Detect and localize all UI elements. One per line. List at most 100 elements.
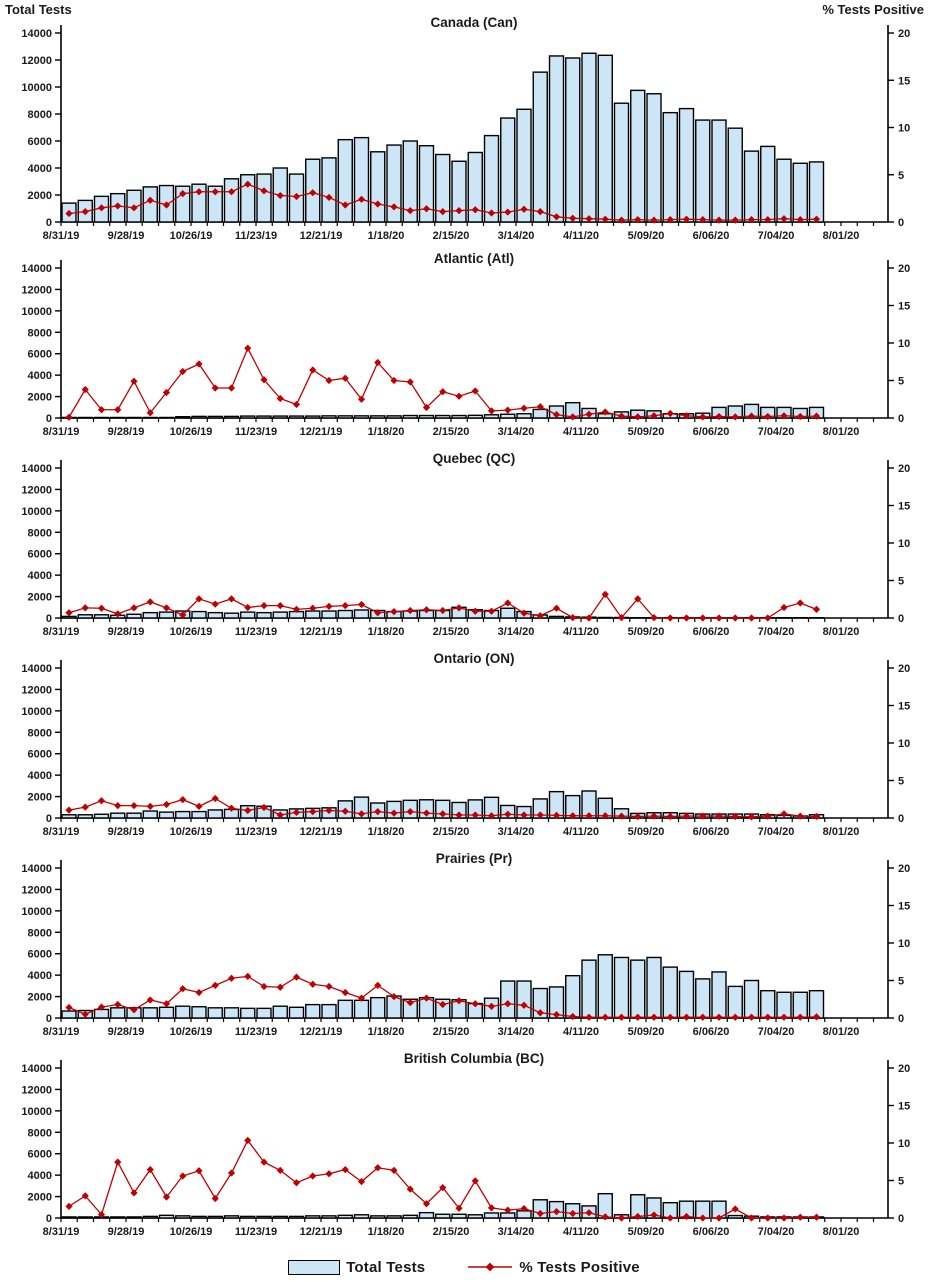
svg-text:14000: 14000 [21,463,52,475]
svg-text:10: 10 [898,123,910,135]
svg-text:0: 0 [46,217,52,229]
svg-text:5: 5 [898,776,904,788]
svg-text:2000: 2000 [28,392,52,404]
svg-text:9/28/19: 9/28/19 [108,626,145,638]
chart-legend: Total Tests % Tests Positive [0,1248,928,1286]
svg-text:6/06/20: 6/06/20 [693,1226,730,1238]
svg-text:15: 15 [898,901,910,913]
svg-text:8/01/20: 8/01/20 [823,626,860,638]
svg-text:6000: 6000 [28,549,52,561]
svg-text:1/18/20: 1/18/20 [368,626,405,638]
svg-text:4/11/20: 4/11/20 [563,1226,599,1238]
svg-text:5/09/20: 5/09/20 [628,626,665,638]
svg-text:4000: 4000 [28,570,52,582]
svg-text:8/31/19: 8/31/19 [43,626,80,638]
svg-text:4000: 4000 [28,970,52,982]
svg-text:1/18/20: 1/18/20 [368,230,405,242]
svg-text:2/15/20: 2/15/20 [433,1026,470,1038]
svg-text:14000: 14000 [21,863,52,875]
svg-text:10/26/19: 10/26/19 [170,1226,213,1238]
svg-text:2/15/20: 2/15/20 [433,626,470,638]
chart-title: British Columbia (BC) [404,1051,544,1066]
svg-text:6000: 6000 [28,749,52,761]
chart-quebec-qc: Quebec (QC)02000400060008000100001200014… [0,448,928,648]
svg-text:8000: 8000 [28,109,52,121]
svg-text:12000: 12000 [21,484,52,496]
svg-text:10/26/19: 10/26/19 [170,1026,213,1038]
svg-text:0: 0 [46,813,52,825]
svg-text:14000: 14000 [21,28,52,40]
svg-text:20: 20 [898,663,910,675]
svg-text:12/21/19: 12/21/19 [300,426,343,438]
svg-text:4/11/20: 4/11/20 [563,826,599,838]
svg-text:7/04/20: 7/04/20 [758,826,795,838]
svg-text:6000: 6000 [28,1149,52,1161]
pct-positive-line [65,345,820,421]
svg-text:5: 5 [898,376,904,388]
svg-text:8/01/20: 8/01/20 [823,230,860,242]
svg-text:9/28/19: 9/28/19 [108,826,145,838]
chart-atlantic-atl: Atlantic (Atl)02000400060008000100001200… [0,248,928,448]
chart-prairies-pr: Prairies (Pr)020004000600080001000012000… [0,848,928,1048]
svg-text:2000: 2000 [28,1192,52,1204]
svg-text:3/14/20: 3/14/20 [498,230,535,242]
svg-text:8/01/20: 8/01/20 [823,826,860,838]
svg-text:20: 20 [898,1063,910,1075]
chart-title: Ontario (ON) [434,651,515,666]
svg-text:10/26/19: 10/26/19 [170,426,213,438]
svg-text:2/15/20: 2/15/20 [433,426,470,438]
svg-text:10000: 10000 [21,82,52,94]
svg-text:12000: 12000 [21,684,52,696]
svg-text:2/15/20: 2/15/20 [433,826,470,838]
svg-text:12/21/19: 12/21/19 [300,230,343,242]
svg-text:4/11/20: 4/11/20 [563,426,599,438]
svg-text:6000: 6000 [28,349,52,361]
svg-text:4/11/20: 4/11/20 [563,626,599,638]
svg-text:9/28/19: 9/28/19 [108,1026,145,1038]
svg-text:10000: 10000 [21,506,52,518]
svg-text:4000: 4000 [28,370,52,382]
total-tests-swatch [288,1260,340,1275]
svg-text:8/31/19: 8/31/19 [43,230,80,242]
svg-text:5: 5 [898,976,904,988]
chart-ontario-on: Ontario (ON)0200040006000800010000120001… [0,648,928,848]
svg-text:15: 15 [898,1101,910,1113]
svg-text:10/26/19: 10/26/19 [170,626,213,638]
svg-text:4000: 4000 [28,1170,52,1182]
svg-text:10: 10 [898,938,910,950]
chart-title: Quebec (QC) [433,451,516,466]
chart-title: Atlantic (Atl) [434,251,514,266]
svg-text:9/28/19: 9/28/19 [108,1226,145,1238]
svg-text:10/26/19: 10/26/19 [170,826,213,838]
axes [60,1060,888,1218]
svg-text:15: 15 [898,75,910,87]
chart-canada-can: Canada (Can)0200040006000800010000120001… [0,0,928,248]
svg-text:20: 20 [898,28,910,40]
svg-text:8/31/19: 8/31/19 [43,1026,80,1038]
svg-text:0: 0 [898,1013,904,1025]
svg-text:2000: 2000 [28,992,52,1004]
svg-text:0: 0 [46,413,52,425]
svg-text:7/04/20: 7/04/20 [758,626,795,638]
svg-text:9/28/19: 9/28/19 [108,426,145,438]
svg-text:7/04/20: 7/04/20 [758,1226,795,1238]
svg-text:15: 15 [898,701,910,713]
svg-text:10: 10 [898,538,910,550]
svg-text:11/23/19: 11/23/19 [235,230,277,242]
svg-text:12000: 12000 [21,1084,52,1096]
svg-text:5/09/20: 5/09/20 [628,1226,665,1238]
svg-text:8000: 8000 [28,327,52,339]
svg-text:2/15/20: 2/15/20 [433,1226,470,1238]
axes [60,660,888,818]
svg-text:8/01/20: 8/01/20 [823,1226,860,1238]
svg-text:5/09/20: 5/09/20 [628,1026,665,1038]
